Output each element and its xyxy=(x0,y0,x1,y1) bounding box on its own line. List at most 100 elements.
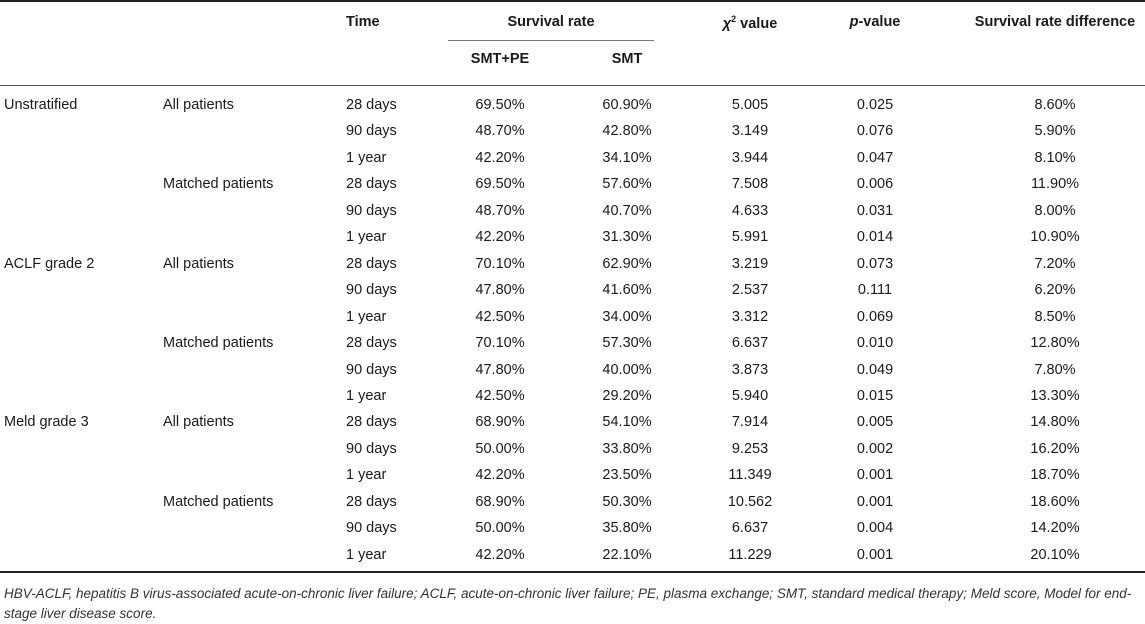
cell-difference: 7.20% xyxy=(1034,255,1076,272)
cell-chi2: 3.944 xyxy=(731,149,769,166)
cell-p-value: 0.025 xyxy=(856,97,894,113)
cell-smt: 34.10% xyxy=(602,149,652,166)
cell-chi2: 3.873 xyxy=(731,361,769,378)
table-bottom-rule xyxy=(0,571,1145,573)
cell-chi2: 5.991 xyxy=(731,229,769,246)
cell-p-value: 0.001 xyxy=(856,493,894,510)
cell-chi2: 11.349 xyxy=(728,467,772,484)
header-survival-difference: Survival rate difference xyxy=(974,14,1136,30)
cell-chi2: 2.537 xyxy=(731,282,769,299)
cell-smt: 23.50% xyxy=(602,467,652,484)
cell-smt: 42.80% xyxy=(602,123,652,140)
cell-smt: 54.10% xyxy=(602,414,652,431)
cell-smt: 60.90% xyxy=(602,97,652,113)
cell-time: 1 year xyxy=(346,467,387,484)
header-rule xyxy=(0,85,1145,86)
header-survival-rate: Survival rate xyxy=(507,14,595,30)
cell-smt: 62.90% xyxy=(602,255,652,272)
cell-chi2: 6.637 xyxy=(731,520,769,537)
cell-time: 90 days xyxy=(346,520,397,537)
chi-suffix: value xyxy=(736,16,778,32)
cell-group: Meld grade 3 xyxy=(4,414,89,431)
cell-difference: 13.30% xyxy=(1030,387,1080,404)
header-smt-pe: SMT+PE xyxy=(470,51,530,67)
cell-p-value: 0.031 xyxy=(856,202,894,219)
cell-smt-pe: 70.10% xyxy=(475,255,525,272)
cell-difference: 18.60% xyxy=(1030,493,1080,510)
cell-smt-pe: 47.80% xyxy=(475,282,525,299)
cell-smt-pe: 50.00% xyxy=(475,440,525,457)
cell-difference: 5.90% xyxy=(1034,123,1076,140)
cell-smt-pe: 42.50% xyxy=(475,387,525,404)
cell-p-value: 0.069 xyxy=(856,308,894,325)
cell-subgroup: All patients xyxy=(163,255,234,272)
cell-p-value: 0.002 xyxy=(856,440,894,457)
cell-time: 28 days xyxy=(346,176,397,193)
chi-superscript: 2 xyxy=(731,14,737,24)
cell-smt-pe: 42.20% xyxy=(475,546,525,563)
cell-smt: 31.30% xyxy=(602,229,652,246)
cell-smt: 57.60% xyxy=(602,176,652,193)
chi-symbol: χ xyxy=(722,16,732,32)
cell-smt: 34.00% xyxy=(602,308,652,325)
cell-time: 28 days xyxy=(346,414,397,431)
header-p-value: p-value xyxy=(850,14,901,30)
cell-chi2: 3.219 xyxy=(731,255,769,272)
cell-subgroup: All patients xyxy=(163,414,234,431)
cell-p-value: 0.010 xyxy=(856,335,894,352)
cell-smt: 50.30% xyxy=(602,493,652,510)
cell-p-value: 0.076 xyxy=(856,123,894,140)
header-smt: SMT xyxy=(611,51,643,67)
cell-chi2: 7.914 xyxy=(731,414,769,431)
cell-chi2: 7.508 xyxy=(731,176,769,193)
cell-smt-pe: 68.90% xyxy=(475,493,525,510)
cell-time: 90 days xyxy=(346,282,397,299)
cell-difference: 16.20% xyxy=(1030,440,1080,457)
cell-time: 1 year xyxy=(346,149,387,166)
cell-p-value: 0.004 xyxy=(856,520,894,537)
cell-smt-pe: 48.70% xyxy=(475,202,525,219)
cell-smt-pe: 42.20% xyxy=(475,149,525,166)
cell-time: 90 days xyxy=(346,361,397,378)
cell-chi2: 5.005 xyxy=(731,97,769,113)
cell-smt: 29.20% xyxy=(602,387,652,404)
cell-difference: 18.70% xyxy=(1030,467,1080,484)
cell-time: 90 days xyxy=(346,202,397,219)
p-italic: p xyxy=(849,14,859,30)
cell-time: 28 days xyxy=(346,493,397,510)
cell-smt-pe: 48.70% xyxy=(475,123,525,140)
header-chi2-value: χ2 value xyxy=(723,14,778,32)
cell-difference: 8.50% xyxy=(1034,308,1076,325)
cell-difference: 7.80% xyxy=(1034,361,1076,378)
cell-chi2: 5.940 xyxy=(731,387,769,404)
cell-p-value: 0.047 xyxy=(856,149,894,166)
cell-smt: 22.10% xyxy=(602,546,652,563)
cell-chi2: 6.637 xyxy=(731,335,769,352)
cell-p-value: 0.015 xyxy=(856,387,894,404)
cell-smt-pe: 50.00% xyxy=(475,520,525,537)
cell-smt-pe: 42.20% xyxy=(475,467,525,484)
cell-time: 1 year xyxy=(346,546,387,563)
cell-time: 1 year xyxy=(346,387,387,404)
cell-p-value: 0.001 xyxy=(856,546,894,563)
cell-time: 90 days xyxy=(346,123,397,140)
survival-rate-subrule xyxy=(448,40,654,41)
cell-subgroup: All patients xyxy=(163,97,234,113)
cell-smt: 40.70% xyxy=(602,202,652,219)
cell-time: 28 days xyxy=(346,255,397,272)
cell-smt-pe: 69.50% xyxy=(475,176,525,193)
cell-subgroup: Matched patients xyxy=(163,176,274,193)
cell-difference: 14.80% xyxy=(1030,414,1080,431)
cell-smt: 57.30% xyxy=(602,335,652,352)
cell-smt-pe: 47.80% xyxy=(475,361,525,378)
header-time: Time xyxy=(346,14,380,30)
cell-time: 90 days xyxy=(346,440,397,457)
table-footnote: HBV-ACLF, hepatitis B virus-associated a… xyxy=(4,586,1132,621)
cell-smt-pe: 68.90% xyxy=(475,414,525,431)
cell-chi2: 11.229 xyxy=(728,546,772,563)
p-suffix: -value xyxy=(858,14,901,30)
cell-chi2: 3.149 xyxy=(731,123,769,140)
cell-subgroup: Matched patients xyxy=(163,335,274,352)
cell-smt-pe: 69.50% xyxy=(475,97,525,113)
cell-time: 1 year xyxy=(346,229,387,246)
